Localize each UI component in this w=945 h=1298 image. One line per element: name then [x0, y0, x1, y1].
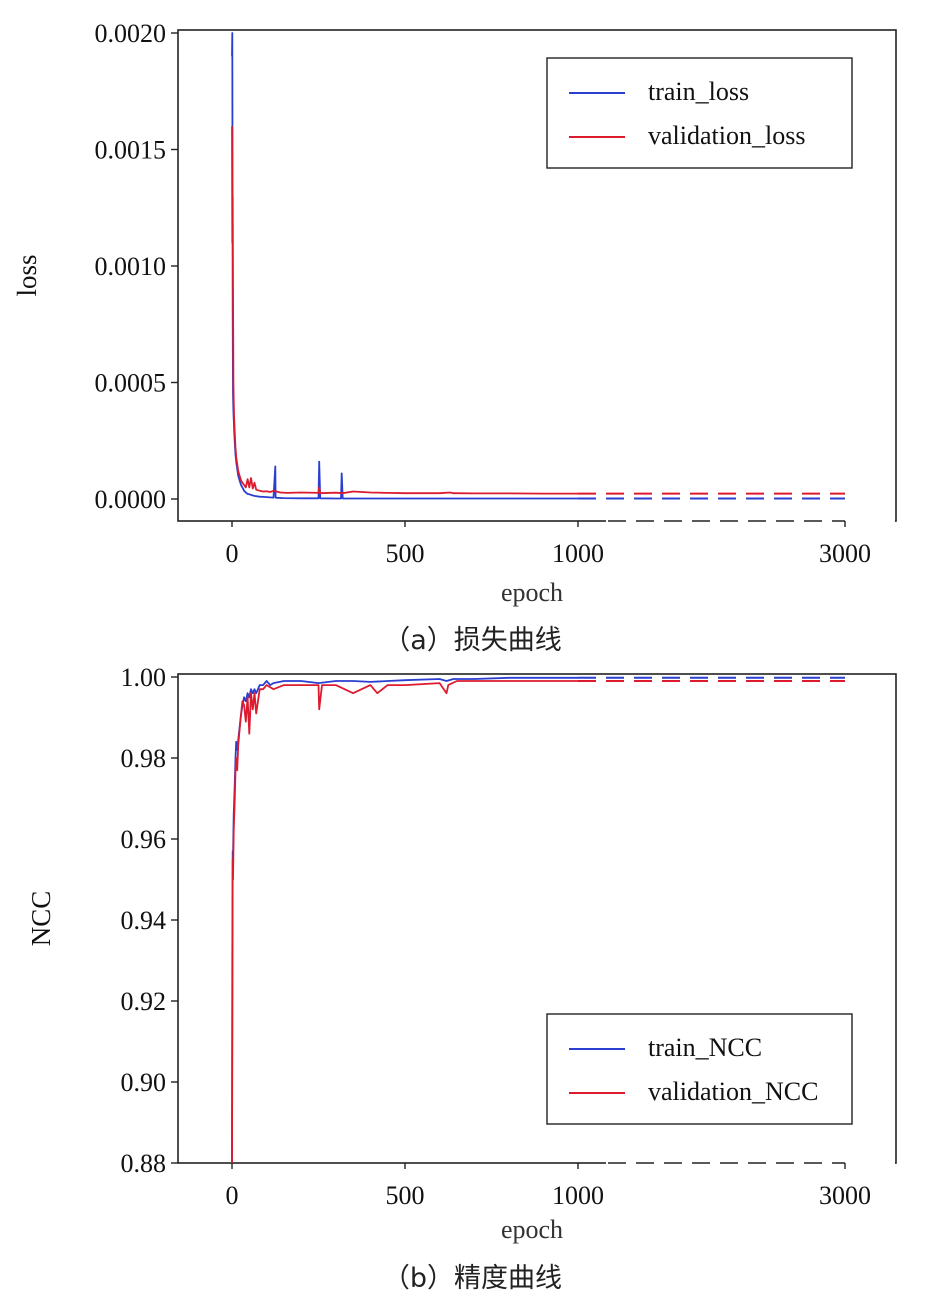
y-tick-label: 0.0015 — [95, 136, 167, 165]
y-axis-label: NCC — [26, 891, 56, 947]
x-tick-label: 1000 — [552, 1181, 604, 1210]
caption-a: （a）损失曲线 — [383, 625, 562, 656]
x-tick-label: 500 — [386, 1181, 425, 1210]
x-tick-label: 500 — [386, 539, 425, 568]
y-tick-label: 0.0005 — [95, 369, 167, 398]
x-tick-label: 3000 — [819, 539, 871, 568]
y-tick-label: 0.88 — [121, 1149, 167, 1178]
x-tick-label: 0 — [226, 1181, 239, 1210]
y-tick-label: 0.90 — [121, 1068, 167, 1097]
y-axis-label: loss — [12, 254, 42, 296]
series-line-validation_loss — [231, 126, 578, 495]
plot-frame — [177, 29, 897, 522]
legend-label-validation_NCC: validation_NCC — [648, 1077, 818, 1106]
x-tick-label: 0 — [226, 539, 239, 568]
series-line-train_loss — [231, 32, 578, 500]
series-line-train_NCC — [231, 676, 578, 1164]
chart-loss: 0.0000 0.0005 0.0010 0.0015 0.0020 0 500 1000 30… — [12, 19, 897, 607]
y-tick-label: 0.0010 — [95, 252, 167, 281]
legend-box — [546, 57, 853, 169]
series-line-validation_NCC — [231, 680, 578, 1164]
x-axis-label: epoch — [501, 1215, 563, 1244]
legend-label-train_loss: train_loss — [648, 77, 749, 106]
chart-ncc: 0.88 0.90 0.92 0.94 0.96 0.98 1.00 0 500 1000 3000… — [26, 663, 897, 1244]
caption-b: （b）精度曲线 — [382, 1263, 563, 1294]
legend-box — [546, 1013, 853, 1125]
plot-frame — [177, 673, 897, 1164]
y-tick-label: 0.94 — [121, 906, 167, 935]
y-tick-label: 0.0020 — [95, 19, 167, 48]
legend-label-validation_loss: validation_loss — [648, 121, 805, 150]
x-axis-label: epoch — [501, 578, 563, 607]
y-tick-label: 1.00 — [121, 663, 167, 692]
x-tick-label: 3000 — [819, 1181, 871, 1210]
y-tick-label: 0.0000 — [95, 485, 167, 514]
y-tick-label: 0.92 — [121, 987, 167, 1016]
y-tick-label: 0.98 — [121, 744, 167, 773]
legend-label-train_NCC: train_NCC — [648, 1033, 762, 1062]
x-tick-label: 1000 — [552, 539, 604, 568]
y-tick-label: 0.96 — [121, 825, 167, 854]
